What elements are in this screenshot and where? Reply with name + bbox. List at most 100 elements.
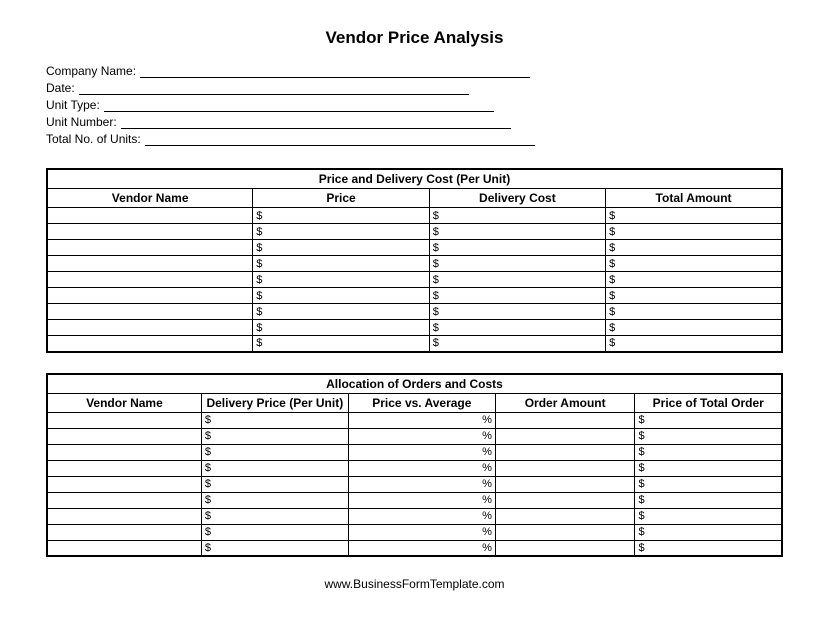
table-row: $%$	[47, 412, 782, 428]
cell-dollar: $	[635, 460, 782, 476]
cell-dollar: $	[429, 288, 605, 304]
cell-dollar: $	[201, 540, 348, 556]
cell-vendor	[47, 476, 201, 492]
info-line	[145, 132, 535, 146]
table2-title: Allocation of Orders and Costs	[47, 374, 782, 394]
table-row: $%$	[47, 492, 782, 508]
cell-percent: %	[348, 428, 495, 444]
info-line	[79, 81, 469, 95]
cell-vendor	[47, 208, 253, 224]
cell-vendor	[47, 320, 253, 336]
table-row: $%$	[47, 444, 782, 460]
cell-dollar: $	[429, 272, 605, 288]
cell-dollar: $	[606, 240, 782, 256]
cell-vendor	[47, 508, 201, 524]
cell-dollar: $	[253, 272, 429, 288]
table2-col-order-amount: Order Amount	[495, 393, 635, 412]
table-row: $%$	[47, 524, 782, 540]
cell-dollar: $	[201, 412, 348, 428]
cell-dollar: $	[429, 256, 605, 272]
cell-vendor	[47, 256, 253, 272]
table1-title: Price and Delivery Cost (Per Unit)	[47, 169, 782, 189]
cell-dollar: $	[429, 320, 605, 336]
info-label-total-units: Total No. of Units:	[46, 132, 145, 146]
cell-order-amount	[495, 540, 635, 556]
cell-vendor	[47, 428, 201, 444]
cell-dollar: $	[201, 428, 348, 444]
info-line	[104, 98, 494, 112]
cell-vendor	[47, 304, 253, 320]
table2-col-total-order: Price of Total Order	[635, 393, 782, 412]
cell-dollar: $	[253, 256, 429, 272]
cell-order-amount	[495, 508, 635, 524]
table-row: $$$	[47, 224, 782, 240]
table2-col-delivery-price: Delivery Price (Per Unit)	[201, 393, 348, 412]
table-row: $%$	[47, 460, 782, 476]
table-row: $%$	[47, 476, 782, 492]
table1-col-price: Price	[253, 189, 429, 208]
cell-dollar: $	[201, 476, 348, 492]
cell-dollar: $	[253, 336, 429, 352]
cell-dollar: $	[606, 304, 782, 320]
table-row: $$$	[47, 256, 782, 272]
cell-dollar: $	[201, 444, 348, 460]
cell-dollar: $	[635, 428, 782, 444]
info-label-date: Date:	[46, 81, 79, 95]
info-row: Company Name:	[46, 62, 783, 78]
cell-dollar: $	[201, 508, 348, 524]
info-row: Unit Number:	[46, 113, 783, 129]
table-row: $$$	[47, 320, 782, 336]
cell-dollar: $	[606, 256, 782, 272]
cell-vendor	[47, 492, 201, 508]
info-line	[140, 64, 530, 78]
cell-dollar: $	[429, 208, 605, 224]
cell-dollar: $	[606, 320, 782, 336]
info-block: Company Name: Date: Unit Type: Unit Numb…	[46, 62, 783, 146]
table2-col-price-vs-avg: Price vs. Average	[348, 393, 495, 412]
cell-order-amount	[495, 460, 635, 476]
cell-order-amount	[495, 444, 635, 460]
info-label-unit-number: Unit Number:	[46, 115, 121, 129]
cell-dollar: $	[201, 492, 348, 508]
table-row: $$$	[47, 240, 782, 256]
cell-percent: %	[348, 492, 495, 508]
cell-dollar: $	[635, 508, 782, 524]
cell-order-amount	[495, 476, 635, 492]
cell-vendor	[47, 460, 201, 476]
cell-vendor	[47, 272, 253, 288]
table-row: $%$	[47, 428, 782, 444]
footer-url: www.BusinessFormTemplate.com	[46, 577, 783, 591]
page-title: Vendor Price Analysis	[46, 28, 783, 48]
cell-dollar: $	[201, 460, 348, 476]
info-row: Total No. of Units:	[46, 130, 783, 146]
cell-vendor	[47, 444, 201, 460]
cell-dollar: $	[606, 208, 782, 224]
cell-dollar: $	[635, 524, 782, 540]
cell-dollar: $	[253, 224, 429, 240]
allocation-table: Allocation of Orders and Costs Vendor Na…	[46, 373, 783, 558]
cell-vendor	[47, 336, 253, 352]
cell-dollar: $	[606, 288, 782, 304]
cell-dollar: $	[201, 524, 348, 540]
info-label-unit-type: Unit Type:	[46, 98, 104, 112]
table1-col-vendor: Vendor Name	[47, 189, 253, 208]
cell-percent: %	[348, 524, 495, 540]
cell-percent: %	[348, 508, 495, 524]
table1-col-delivery: Delivery Cost	[429, 189, 605, 208]
cell-dollar: $	[253, 240, 429, 256]
table-row: $%$	[47, 508, 782, 524]
cell-dollar: $	[635, 412, 782, 428]
cell-order-amount	[495, 412, 635, 428]
cell-dollar: $	[253, 288, 429, 304]
cell-vendor	[47, 412, 201, 428]
info-row: Date:	[46, 79, 783, 95]
info-label-company: Company Name:	[46, 64, 140, 78]
cell-percent: %	[348, 540, 495, 556]
cell-dollar: $	[606, 336, 782, 352]
table-row: $%$	[47, 540, 782, 556]
table-row: $$$	[47, 272, 782, 288]
cell-vendor	[47, 524, 201, 540]
table2-col-vendor: Vendor Name	[47, 393, 201, 412]
cell-vendor	[47, 224, 253, 240]
cell-percent: %	[348, 412, 495, 428]
